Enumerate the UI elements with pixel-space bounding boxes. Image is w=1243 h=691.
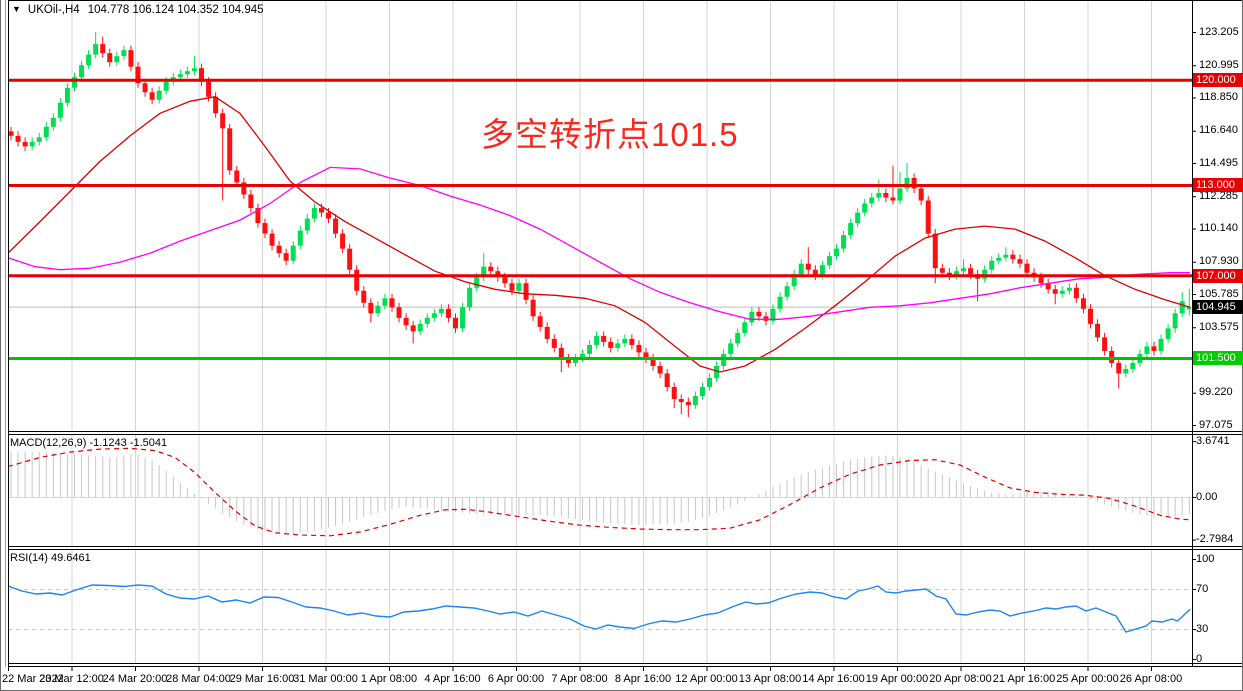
level-price-chip: 120.000 — [1193, 73, 1243, 88]
rsi-tick-label: 70 — [1196, 582, 1209, 595]
price-tick-label: 116.640 — [1199, 124, 1238, 137]
macd-tick-label: 0.00 — [1196, 490, 1218, 503]
chart-title: ▼ UKOil-,H4 104.778 106.124 104.352 104.94… — [12, 4, 264, 16]
time-axis-label: 1 Apr 08:00 — [360, 673, 418, 685]
time-axis-label: 28 Mar 04:00 — [166, 673, 231, 685]
time-axis-label: 8 Apr 16:00 — [614, 673, 672, 685]
ohlc-values: 104.778 106.124 104.352 104.945 — [87, 4, 264, 16]
rsi-line — [9, 584, 1191, 633]
price-tick-label: 112.285 — [1199, 189, 1238, 202]
price-tick-label: 105.785 — [1199, 287, 1239, 300]
macd-signal-line — [9, 447, 1191, 537]
price-tick-label: 110.140 — [1199, 222, 1238, 234]
macd-tick-label: 3.6741 — [1196, 434, 1230, 447]
time-axis-label: 4 Apr 16:00 — [424, 673, 481, 685]
price-tick-label: 97.075 — [1199, 418, 1233, 431]
ma-red-line — [9, 96, 1191, 373]
rsi-tick-label: 30 — [1196, 622, 1209, 635]
rsi-indicator-label: RSI(14) 49.6461 — [10, 552, 91, 564]
time-axis-label: 12 Apr 00:00 — [675, 673, 738, 685]
level-price-chip: 107.000 — [1193, 268, 1243, 283]
macd-tick-label: -2.7984 — [1196, 533, 1234, 546]
price-tick-label: 103.575 — [1199, 320, 1239, 333]
time-axis-label: 24 Mar 20:00 — [102, 673, 168, 685]
time-axis-label: 14 Apr 16:00 — [802, 673, 865, 685]
symbol-period-label: UKOil-,H4 — [27, 4, 80, 16]
rsi-pane[interactable] — [8, 584, 1192, 633]
ma-magenta-line — [9, 166, 1190, 320]
time-axis-label: 31 Mar 00:00 — [293, 673, 358, 685]
time-axis-label: 26 Apr 08:00 — [1119, 673, 1183, 685]
time-axis-label: 19 Apr 00:00 — [865, 673, 929, 685]
time-axis-label: 20 Apr 08:00 — [929, 673, 992, 685]
time-axis-label: 22 Mar 2022 — [2, 673, 64, 685]
annotation-text: 多空转折点101.5 — [481, 116, 739, 153]
price-tick-label: 114.495 — [1199, 156, 1238, 169]
price-tick-label: 123.205 — [1199, 25, 1239, 38]
time-axis-label: 21 Apr 16:00 — [992, 673, 1056, 685]
time-axis-label: 6 Apr 00:00 — [487, 673, 545, 685]
time-axis-label: 13 Apr 08:00 — [738, 673, 802, 685]
collapse-triangle-icon[interactable]: ▼ — [12, 4, 21, 14]
price-tick-label: 118.850 — [1199, 91, 1238, 103]
price-tick-label: 120.995 — [1199, 58, 1239, 71]
rsi-tick-label: 0 — [1196, 652, 1203, 665]
price-tick-label: 99.220 — [1199, 386, 1233, 399]
time-axis-label: 29 Mar 16:00 — [229, 673, 295, 685]
rsi-tick-label: 100 — [1196, 552, 1215, 565]
macd-pane[interactable] — [8, 447, 1192, 537]
price-tick-label: 107.930 — [1199, 255, 1239, 268]
horizontal-levels — [8, 78, 1192, 360]
time-axis-label: 7 Apr 08:00 — [551, 673, 608, 685]
current-price-chip: 104.945 — [1193, 299, 1243, 314]
level-price-chip: 113.000 — [1193, 178, 1243, 193]
time-axis-label: 25 Apr 00:00 — [1056, 673, 1119, 685]
macd-indicator-label: MACD(12,26,9) -1.1243 -1.5041 — [10, 437, 168, 449]
level-price-chip: 101.500 — [1193, 351, 1243, 366]
time-axis-label: 23 Mar 12:00 — [39, 673, 104, 685]
grid-lines — [8, 1, 1152, 663]
price-pane[interactable] — [8, 32, 1192, 418]
